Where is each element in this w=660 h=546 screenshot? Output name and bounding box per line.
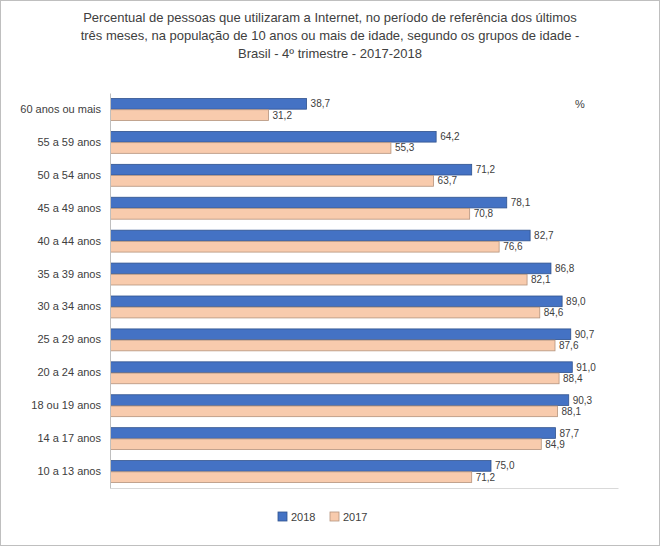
bar: [110, 143, 391, 154]
bar: [110, 329, 571, 340]
bar: [110, 274, 527, 285]
data-label: 31,2: [272, 110, 292, 121]
data-label: 78,1: [511, 197, 531, 208]
title-line: três meses, na população de 10 anos ou m…: [81, 28, 580, 43]
bar: [110, 131, 436, 142]
y-tick: 50 a 54 anos: [37, 169, 110, 181]
data-label: 88,4: [563, 373, 583, 384]
data-label: 82,1: [531, 274, 551, 285]
y-tick: 45 a 49 anos: [37, 202, 110, 214]
y-tick-label: 30 a 34 anos: [37, 300, 101, 312]
bar: [110, 340, 555, 351]
y-tick: 30 a 34 anos: [37, 300, 110, 312]
title-line: Percentual de pessoas que utilizaram a I…: [83, 10, 577, 25]
legend-swatch: [278, 512, 287, 521]
bar: [110, 461, 491, 472]
y-tick-label: 40 a 44 anos: [37, 235, 101, 247]
chart: Percentual de pessoas que utilizaram a I…: [0, 0, 660, 546]
data-label: 76,6: [503, 241, 523, 252]
y-axis: 60 anos ou mais 55 a 59 anos 50 a 54 anos 4…: [20, 94, 110, 489]
data-label: 38,7: [311, 98, 331, 109]
data-label: 91,0: [576, 362, 596, 373]
data-label: 64,2: [440, 131, 460, 142]
legend-label: 2018: [291, 511, 315, 523]
legend: 2018 2017: [278, 511, 367, 523]
y-tick: 10 a 13 anos: [37, 465, 110, 477]
data-label: 71,2: [476, 472, 496, 483]
y-tick: 60 anos ou mais: [20, 103, 110, 115]
y-tick-label: 50 a 54 anos: [37, 169, 101, 181]
y-tick-label: 55 a 59 anos: [37, 136, 101, 148]
data-label: 86,8: [555, 263, 575, 274]
y-tick-label: 35 a 39 anos: [37, 268, 101, 280]
bar: [110, 197, 507, 208]
bar: [110, 395, 569, 406]
bar: [110, 230, 530, 241]
data-label: 87,6: [559, 340, 579, 351]
bars: [110, 98, 572, 482]
frame: [1, 1, 660, 546]
y-tick-label: 60 anos ou mais: [20, 103, 101, 115]
annotation: %: [575, 98, 585, 110]
y-tick-label: 18 ou 19 anos: [31, 399, 101, 411]
data-label: 75,0: [495, 460, 515, 471]
data-label: 70,8: [474, 208, 494, 219]
y-tick: 18 ou 19 anos: [31, 399, 110, 411]
bar: [110, 373, 559, 384]
legend-label: 2017: [343, 511, 367, 523]
bar: [110, 110, 268, 121]
bar: [110, 176, 434, 187]
y-tick-label: 20 a 24 anos: [37, 366, 101, 378]
x-axis-line: [111, 488, 619, 489]
data-labels: 38,7 64,2 71,2 78,1 82,7 86,8 89,0 90,7 91,0 90,3…: [272, 98, 596, 482]
data-label: 89,0: [566, 296, 586, 307]
y-tick: 14 a 17 anos: [37, 432, 110, 444]
bar: [110, 362, 572, 373]
legend-swatch: [330, 512, 339, 521]
data-label: 82,7: [534, 230, 554, 241]
bar: [110, 98, 307, 109]
bar: [110, 263, 551, 274]
data-label: 90,3: [573, 395, 593, 406]
data-label: 71,2: [476, 164, 496, 175]
y-tick-label: 14 a 17 anos: [37, 432, 101, 444]
y-tick-label: 10 a 13 anos: [37, 465, 101, 477]
y-tick-label: 25 a 29 anos: [37, 333, 101, 345]
bar: [110, 406, 558, 417]
y-axis-line: [110, 94, 111, 489]
bar: [110, 164, 472, 175]
y-tick: 55 a 59 anos: [37, 136, 110, 148]
y-tick: 40 a 44 anos: [37, 235, 110, 247]
y-tick: 35 a 39 anos: [37, 268, 110, 280]
bar: [110, 428, 556, 439]
y-tick: 25 a 29 anos: [37, 333, 110, 345]
x-axis: [111, 488, 619, 489]
data-label: 84,6: [544, 307, 564, 318]
data-label: 63,7: [438, 175, 458, 186]
y-tick: 20 a 24 anos: [37, 366, 110, 378]
data-label: 55,3: [395, 142, 415, 153]
data-label: 90,7: [575, 329, 595, 340]
y-tick-label: 45 a 49 anos: [37, 202, 101, 214]
bar: [110, 472, 472, 483]
data-label: 87,7: [560, 428, 580, 439]
title-line: Brasil - 4º trimestre - 2017-2018: [238, 46, 422, 61]
data-label: 84,9: [545, 439, 565, 450]
bar: [110, 307, 540, 318]
data-label: 88,1: [562, 406, 582, 417]
bar: [110, 439, 541, 450]
title: Percentual de pessoas que utilizaram a I…: [81, 10, 580, 61]
bar: [110, 296, 562, 307]
bar: [110, 241, 499, 252]
bar: [110, 208, 470, 219]
